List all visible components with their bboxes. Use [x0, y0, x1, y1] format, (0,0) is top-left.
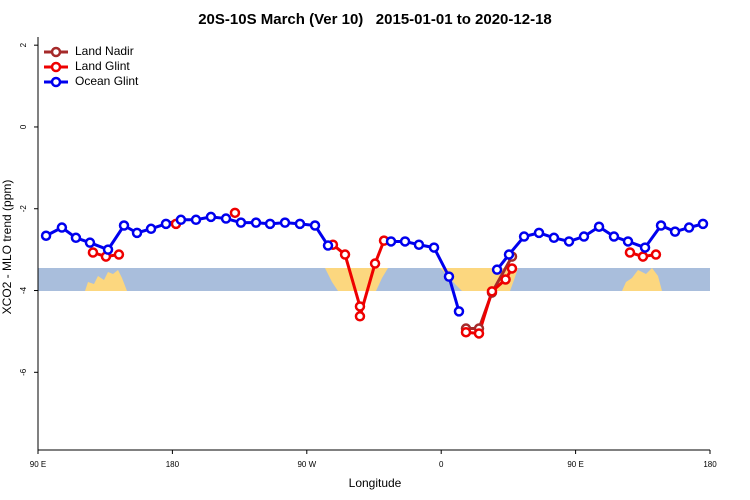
data-point: [279, 217, 291, 228]
data-point: [608, 231, 620, 242]
land-patch: [85, 270, 127, 291]
data-point: [354, 301, 366, 312]
data-point: [669, 226, 681, 237]
land-patch: [622, 268, 662, 291]
data-point: [593, 221, 605, 232]
data-point: [399, 236, 411, 247]
data-point: [118, 220, 130, 231]
data-point: [453, 306, 465, 317]
data-point: [500, 274, 511, 285]
data-point: [369, 258, 381, 269]
data-point: [637, 251, 649, 262]
legend-marker: [50, 46, 62, 58]
data-point: [145, 223, 157, 235]
legend-label: Ocean Glint: [75, 74, 139, 88]
data-point: [220, 213, 232, 224]
data-point: [190, 214, 202, 226]
data-point: [655, 220, 667, 231]
data-point: [683, 222, 695, 233]
data-point: [622, 236, 634, 247]
data-point: [160, 218, 172, 230]
data-point: [235, 217, 247, 228]
data-point: [131, 227, 143, 239]
data-point: [473, 328, 485, 339]
data-point: [563, 236, 575, 247]
data-point: [650, 249, 662, 260]
data-point: [102, 244, 114, 255]
x-tick-label: 90 E: [30, 460, 46, 469]
x-axis-label: Longitude: [349, 476, 402, 490]
data-point: [354, 311, 366, 322]
x-tick-label: 90 W: [297, 460, 316, 469]
x-tick-label: 180: [166, 460, 180, 469]
data-point: [578, 231, 590, 242]
data-point: [87, 247, 99, 258]
legend-marker: [50, 61, 62, 73]
x-tick-label: 180: [703, 460, 717, 469]
y-tick-label: -4: [19, 286, 28, 294]
data-point: [486, 286, 498, 297]
data-point: [443, 271, 455, 282]
legend-label: Land Nadir: [75, 44, 134, 58]
data-point: [413, 239, 425, 250]
data-point: [460, 326, 472, 338]
legend-label: Land Glint: [75, 59, 130, 73]
data-point: [518, 231, 530, 242]
data-point: [229, 207, 241, 219]
y-tick-label: 0: [19, 124, 28, 129]
data-point: [697, 218, 709, 230]
x-tick-label: 90 E: [567, 460, 583, 469]
data-point: [175, 214, 187, 226]
data-point: [548, 232, 560, 244]
data-point: [322, 240, 334, 251]
data-point: [309, 220, 321, 231]
y-tick-label: -6: [19, 368, 28, 376]
data-point: [533, 227, 545, 239]
data-point: [205, 211, 217, 223]
data-point: [56, 222, 68, 233]
plot-area: [40, 207, 709, 339]
data-point: [339, 249, 351, 260]
data-point: [491, 264, 503, 275]
data-point: [250, 217, 262, 228]
data-point: [506, 263, 518, 274]
data-point: [639, 242, 651, 253]
y-tick-label: 2: [19, 42, 28, 47]
y-tick-label: -2: [19, 205, 28, 213]
data-point: [294, 218, 306, 230]
data-point: [503, 249, 515, 260]
data-point: [113, 249, 125, 260]
data-point: [385, 236, 397, 247]
legend-marker: [50, 76, 62, 88]
data-point: [40, 230, 52, 241]
data-point: [70, 232, 82, 244]
chart-title: 20S-10S March (Ver 10) 2015-01-01 to 202…: [198, 11, 552, 28]
data-point: [624, 247, 636, 258]
data-point: [428, 242, 440, 253]
y-axis-label: XCO2 - MLO trend (ppm): [0, 180, 14, 315]
data-point: [264, 218, 276, 230]
x-tick-label: 0: [439, 460, 444, 469]
data-point: [84, 237, 96, 248]
